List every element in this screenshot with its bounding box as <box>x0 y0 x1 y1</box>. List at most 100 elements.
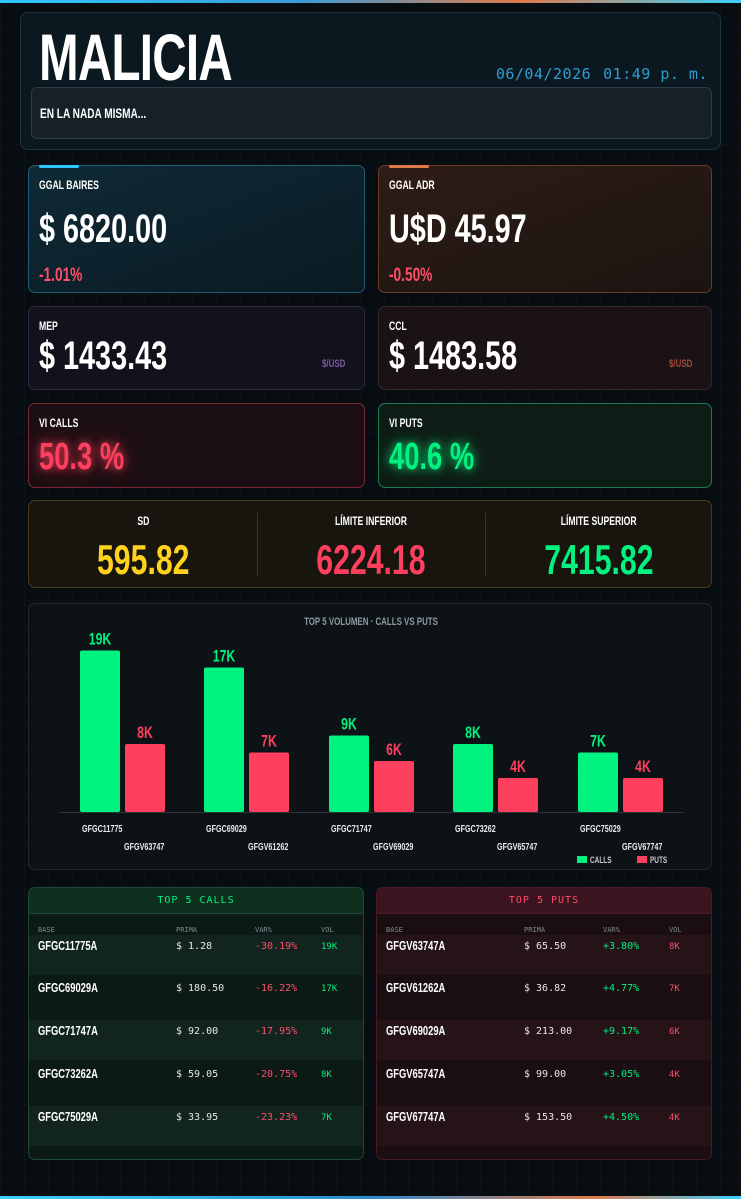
row-var: -16.22% <box>255 983 298 994</box>
stats-panel: SD 595.82 LÍMITE INFERIOR 6224.18 LÍMITE… <box>28 500 712 588</box>
col-prima: PRIMA <box>524 926 546 934</box>
legend-calls-swatch <box>577 856 587 863</box>
call-category-label: GFGC73262 <box>455 823 496 834</box>
call-value-label: 17K <box>213 648 236 666</box>
ggal-baires-card: GGAL BAIRES $ 6820.00 -1.01% <box>28 165 365 293</box>
table-row[interactable]: GFGC69029A $ 180.50 -16.22% 17K <box>29 977 363 1017</box>
row-var: +3.80% <box>603 941 640 952</box>
call-bar[interactable] <box>329 735 369 813</box>
row-base-cell: GFGV69029A <box>386 1023 468 1039</box>
put-value-label: 4K <box>510 758 526 776</box>
table-row[interactable]: GFGV61262A $ 36.82 +4.77% 7K <box>377 977 711 1017</box>
sd-label: SD <box>136 514 149 528</box>
row-vol: 8K <box>669 942 680 952</box>
row-prima: $ 1.28 <box>176 941 213 952</box>
put-value-label: 7K <box>261 733 277 751</box>
ccl-unit: $/USD <box>668 358 692 370</box>
date-text: 06/04/2026 <box>495 65 592 83</box>
lower-limit-value: 6224.18 <box>316 536 426 583</box>
row-var: +4.77% <box>603 983 640 994</box>
ccl-value: $ 1483.58 <box>389 334 518 378</box>
call-value-label: 8K <box>465 724 481 742</box>
ccl-card: CCL $ 1483.58 $/USD <box>378 306 712 390</box>
card-accent <box>389 165 429 168</box>
row-base: GFGC71747A <box>38 1023 98 1038</box>
table-row[interactable]: GFGC75029A $ 33.95 -23.23% 7K <box>29 1106 363 1146</box>
row-base-cell: GFGC69029A <box>38 980 121 996</box>
col-base: BASE <box>38 926 55 934</box>
row-prima: $ 65.50 <box>524 941 567 952</box>
row-base: GFGC11775A <box>38 938 98 953</box>
call-value-label: 19K <box>89 631 112 649</box>
datetime: 06/04/2026 01:49 p. m. <box>496 65 708 83</box>
put-category-label: GFGV69029 <box>373 841 414 852</box>
row-prima: $ 33.95 <box>176 1112 219 1123</box>
lower-limit-stat: LÍMITE INFERIOR 6224.18 <box>257 501 485 589</box>
row-var: +9.17% <box>603 1026 640 1037</box>
table-row[interactable]: GFGC73262A $ 59.05 -20.75% 8K <box>29 1063 363 1103</box>
put-bar[interactable] <box>374 761 414 812</box>
row-vol: 8K <box>321 1070 332 1080</box>
upper-limit-label: LÍMITE SUPERIOR <box>561 514 637 528</box>
volume-chart-svg: TOP 5 VOLUMEN · CALLS VS PUTS 19K 8K GFGC11… <box>59 616 683 865</box>
put-value-label: 6K <box>386 741 402 759</box>
table-columns: BASE PRIMA VAR% VOL <box>29 926 363 938</box>
call-category-label: GFGC11775 <box>82 823 123 834</box>
row-var: +4.50% <box>603 1112 640 1123</box>
top-accent-line <box>0 0 741 3</box>
row-var: +3.05% <box>603 1069 640 1080</box>
row-vol: 4K <box>669 1070 680 1080</box>
put-bar[interactable] <box>125 744 165 812</box>
table-row[interactable]: GFGV65747A $ 99.00 +3.05% 4K <box>377 1063 711 1103</box>
row-base-cell: GFGC71747A <box>38 1023 121 1039</box>
call-bar[interactable] <box>453 744 493 812</box>
vi-calls-card: VI CALLS 50.3 % <box>28 403 365 488</box>
card-accent <box>39 165 79 168</box>
upper-limit-value: 7415.82 <box>544 536 654 583</box>
row-prima: $ 92.00 <box>176 1026 219 1037</box>
row-var: -17.95% <box>255 1026 298 1037</box>
table-row[interactable]: GFGV69029A $ 213.00 +9.17% 6K <box>377 1020 711 1060</box>
call-bar[interactable] <box>204 667 244 813</box>
row-vol: 9K <box>321 1027 332 1037</box>
row-base: GFGV63747A <box>386 938 446 953</box>
col-var: VAR% <box>603 926 620 934</box>
row-vol: 6K <box>669 1027 680 1037</box>
row-base-cell: GFGV65747A <box>386 1066 468 1082</box>
call-bar[interactable] <box>578 752 618 813</box>
upper-limit-stat: LÍMITE SUPERIOR 7415.82 <box>485 501 713 589</box>
row-vol: 17K <box>321 984 338 994</box>
put-bar[interactable] <box>498 778 538 812</box>
sd-stat: SD 595.82 <box>29 501 257 589</box>
legend-puts-label: PUTS <box>650 855 667 865</box>
table-title: TOP 5 CALLS <box>29 888 363 914</box>
table-row[interactable]: GFGV67747A $ 153.50 +4.50% 4K <box>377 1106 711 1146</box>
table-row[interactable]: GFGC11775A $ 1.28 -30.19% 19K <box>29 935 363 975</box>
table-row[interactable]: GFGV63747A $ 65.50 +3.80% 8K <box>377 935 711 975</box>
put-category-label: GFGV63747 <box>124 841 165 852</box>
row-var: -30.19% <box>255 941 298 952</box>
row-base: GFGC73262A <box>38 1066 98 1081</box>
col-var: VAR% <box>255 926 272 934</box>
volume-chart: TOP 5 VOLUMEN · CALLS VS PUTS 19K 8K GFGC11… <box>28 603 712 870</box>
put-value-label: 4K <box>635 758 651 776</box>
card-label: MEP <box>39 319 58 333</box>
ggal-adr-card: GGAL ADR U$D 45.97 -0.50% <box>378 165 712 293</box>
row-base-cell: GFGC73262A <box>38 1066 121 1082</box>
card-label: GGAL BAIRES <box>39 178 99 192</box>
row-base: GFGC69029A <box>38 980 98 995</box>
table-row[interactable]: GFGC71747A $ 92.00 -17.95% 9K <box>29 1020 363 1060</box>
call-value-label: 9K <box>341 716 357 734</box>
put-bar[interactable] <box>249 752 289 813</box>
col-base: BASE <box>386 926 403 934</box>
ggal-adr-change: -0.50% <box>389 265 433 286</box>
row-base: GFGV67747A <box>386 1109 446 1124</box>
table-columns: BASE PRIMA VAR% VOL <box>377 926 711 938</box>
call-value-label: 7K <box>590 733 606 751</box>
call-bar[interactable] <box>80 650 120 813</box>
time-text: 01:49 p. m. <box>603 65 708 83</box>
put-bar[interactable] <box>623 778 663 812</box>
vi-puts-card: VI PUTS 40.6 % <box>378 403 712 488</box>
card-label: CCL <box>389 319 407 333</box>
row-base: GFGV65747A <box>386 1066 446 1081</box>
